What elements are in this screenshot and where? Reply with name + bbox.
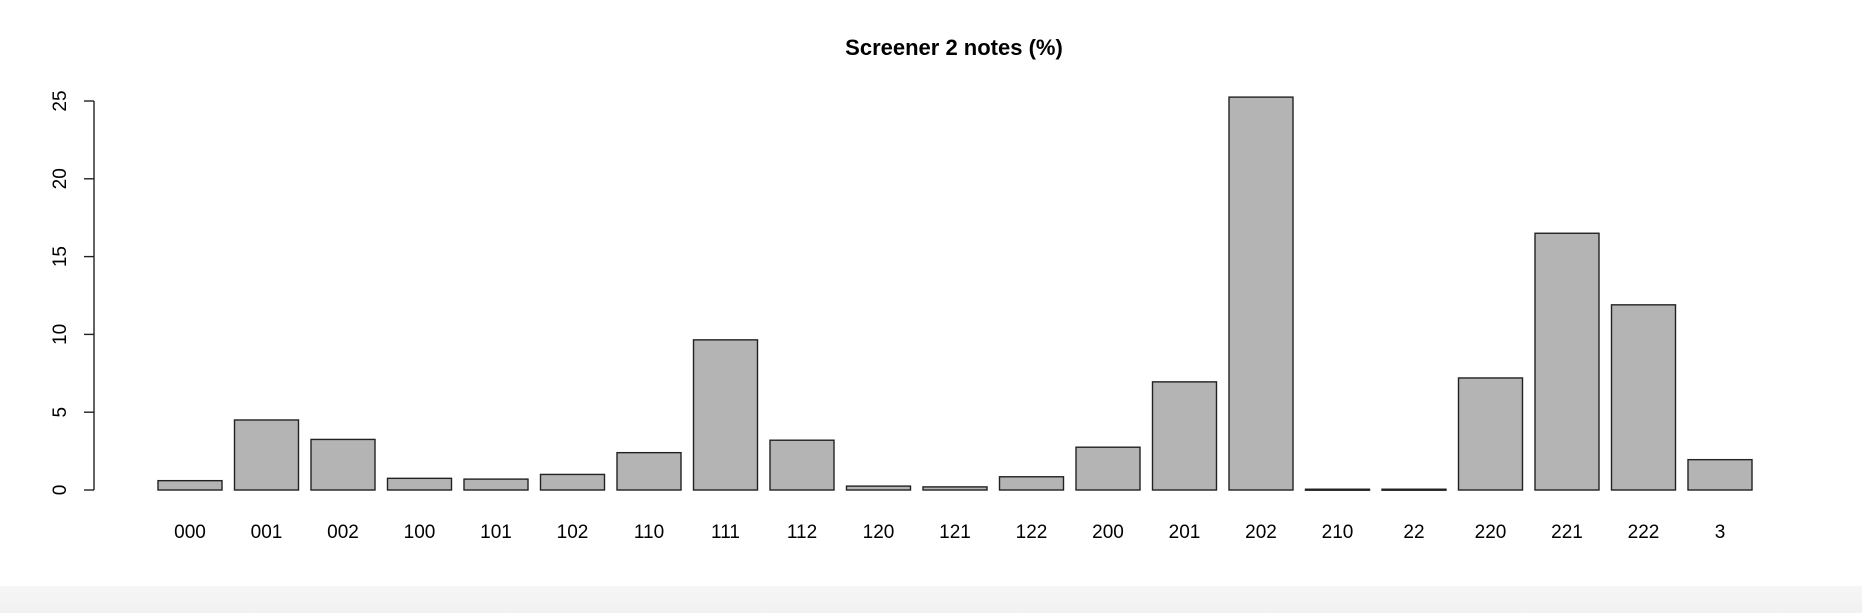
x-axis-labels: 000 001 002 100 101 102 110 111 112 120 121 122 200 2…	[174, 522, 1725, 543]
chart-title: Screener 2 notes (%)	[845, 35, 1063, 60]
bar-100	[386, 477, 453, 491]
bar-220	[1457, 377, 1524, 491]
bar-3	[1687, 458, 1753, 491]
bar-210	[1304, 488, 1371, 491]
bar-221	[1534, 232, 1600, 491]
y-tick-label: 20	[50, 168, 71, 189]
x-tick-label: 3	[1715, 522, 1726, 543]
x-tick-label: 22	[1403, 522, 1424, 543]
bar-122	[998, 476, 1065, 491]
bar-201	[1151, 381, 1218, 491]
bar-111	[692, 339, 759, 491]
x-tick-label: 000	[174, 522, 206, 543]
bar-110	[616, 451, 682, 491]
bar-120	[845, 485, 912, 491]
x-tick-label: 110	[634, 522, 664, 543]
x-tick-label: 121	[939, 522, 971, 543]
bar-002	[310, 438, 376, 491]
y-tick-label: 5	[50, 407, 71, 418]
bar-001	[233, 419, 300, 491]
bar-000	[157, 479, 223, 491]
x-tick-label: 122	[1016, 522, 1048, 543]
bar-202	[1228, 96, 1294, 491]
y-tick-label: 0	[50, 485, 71, 496]
x-tick-label: 200	[1092, 522, 1124, 543]
x-tick-label: 221	[1551, 522, 1583, 543]
bar-101	[463, 478, 529, 491]
x-tick-label: 101	[480, 522, 512, 543]
bar-121	[922, 486, 988, 491]
x-tick-label: 202	[1245, 522, 1277, 543]
x-tick-label: 201	[1169, 522, 1201, 543]
x-tick-label: 002	[327, 522, 359, 543]
x-tick-label: 102	[557, 522, 589, 543]
bar-112	[769, 439, 835, 491]
y-tick-label: 25	[50, 90, 71, 111]
x-tick-label: 120	[863, 522, 895, 543]
x-tick-label: 111	[711, 522, 740, 543]
footer-strip	[0, 586, 1862, 613]
x-tick-label: 001	[251, 522, 283, 543]
bar-222	[1610, 304, 1677, 491]
x-tick-label: 100	[404, 522, 436, 543]
x-tick-label: 222	[1628, 522, 1660, 543]
y-tick-label: 15	[50, 246, 71, 267]
bar-102	[539, 473, 606, 491]
bar-200	[1075, 446, 1141, 491]
bar-22	[1381, 488, 1447, 491]
x-tick-label: 210	[1322, 522, 1354, 543]
y-axis: 0 5 10 15 20 25	[50, 90, 95, 496]
y-tick-label: 10	[50, 324, 71, 345]
x-tick-label: 112	[787, 522, 817, 543]
bars	[157, 96, 1753, 491]
x-tick-label: 220	[1475, 522, 1507, 543]
